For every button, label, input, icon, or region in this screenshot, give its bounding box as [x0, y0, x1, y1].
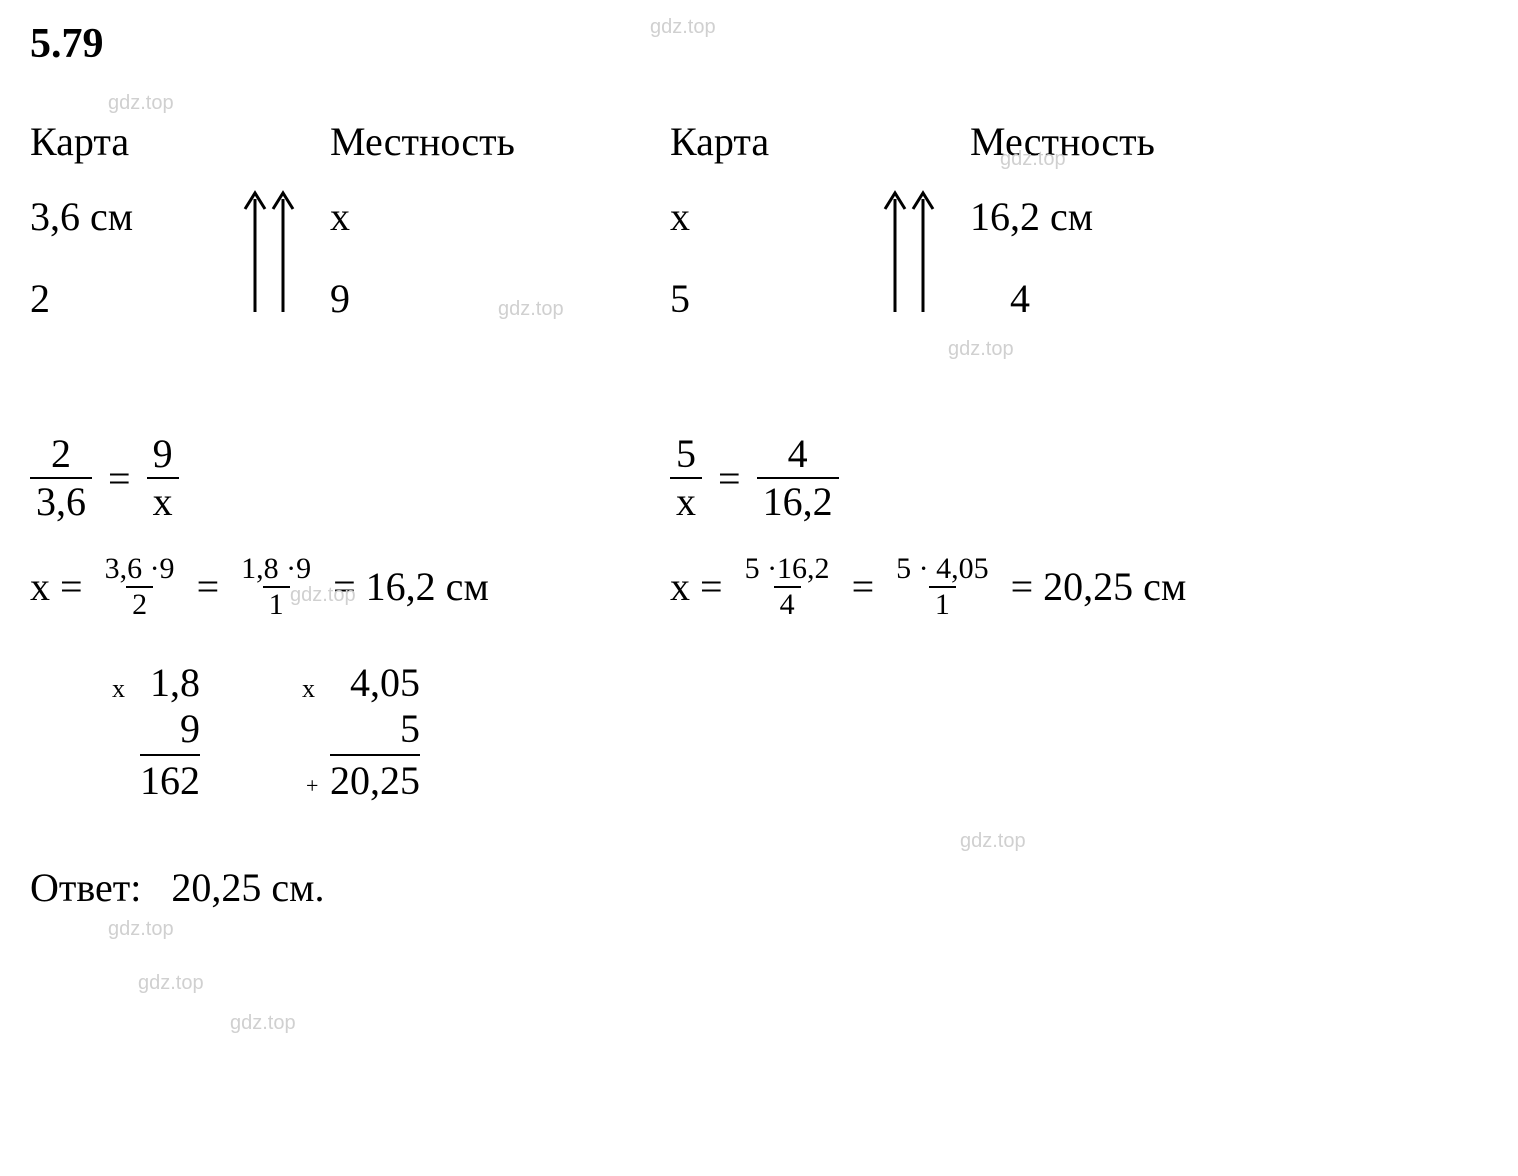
left-r2c2: 9 [330, 275, 550, 322]
fraction: 3,6 ·9 2 [99, 553, 181, 620]
watermark: gdz.top [230, 1012, 296, 1035]
content-columns: Карта Местность 3,6 см x [30, 118, 1488, 620]
right-headers: Карта Местность [670, 118, 1190, 165]
fraction: 5 ·16,2 4 [739, 553, 836, 620]
frac-num: 5 ·16,2 [739, 553, 836, 586]
eq-result: = 16,2 см [333, 563, 489, 610]
up-arrows-icon [875, 187, 945, 317]
times-icon: x [112, 674, 125, 704]
fraction: 2 3,6 [30, 433, 92, 523]
fraction: 5 x [670, 433, 702, 523]
problem-number: 5.79 [30, 20, 1488, 68]
frac-den: 2 [126, 586, 153, 621]
up-arrows-icon [235, 187, 305, 317]
right-header-1: Карта [670, 118, 850, 165]
mult-bar [330, 754, 420, 756]
frac-den: 1 [263, 586, 290, 621]
mult-res: 162 [140, 758, 200, 804]
frac-num: 5 [670, 433, 702, 477]
right-eq1: 5 x = 4 16,2 [670, 433, 1190, 523]
frac-num: 5 · 4,05 [890, 553, 995, 586]
mult-a: 1,8 [150, 660, 200, 706]
left-r1c2: x [330, 193, 550, 240]
watermark: gdz.top [138, 972, 204, 995]
answer-value: 20,25 см. [171, 865, 324, 910]
watermark: gdz.top [108, 918, 174, 941]
times-icon: x [302, 674, 315, 704]
frac-num: 4 [782, 433, 814, 477]
left-eq1: 2 3,6 = 9 x [30, 433, 550, 523]
fraction: 1,8 ·9 1 [235, 553, 317, 620]
fraction: 9 x [147, 433, 179, 523]
fraction: 5 · 4,05 1 [890, 553, 995, 620]
right-header-2: Местность [970, 118, 1190, 165]
fraction: 4 16,2 [757, 433, 839, 523]
right-r1c2: 16,2 см [970, 193, 1190, 240]
right-column: Карта Местность x 16,2 см 5 4 [670, 118, 1190, 620]
mult-res: 20,25 [330, 758, 420, 803]
right-row-1: x 16,2 см [670, 193, 1190, 241]
watermark: gdz.top [108, 92, 174, 115]
watermark: gdz.top [960, 830, 1026, 853]
eq-result: = 20,25 см [1011, 563, 1187, 610]
left-equations: 2 3,6 = 9 x x = 3,6 ·9 2 = 1,8 ·9 [30, 433, 550, 620]
answer-label: Ответ: [30, 865, 141, 910]
left-r2c1: 2 [30, 275, 210, 322]
frac-den: 16,2 [757, 477, 839, 523]
frac-den: 1 [929, 586, 956, 621]
right-r2c2: 4 [970, 275, 1190, 322]
frac-num: 1,8 ·9 [235, 553, 317, 586]
left-header-1: Карта [30, 118, 210, 165]
frac-num: 2 [45, 433, 77, 477]
left-eq2: x = 3,6 ·9 2 = 1,8 ·9 1 = 16,2 см [30, 553, 550, 620]
left-column: Карта Местность 3,6 см x [30, 118, 550, 620]
right-equations: 5 x = 4 16,2 x = 5 ·16,2 4 = 5 · 4,05 [670, 433, 1190, 620]
right-r1c1: x [670, 193, 850, 240]
eq-prefix: x = [30, 563, 83, 610]
plus-icon: + [306, 773, 318, 798]
left-headers: Карта Местность [30, 118, 550, 165]
mult-a: 4,05 [350, 660, 420, 706]
answer-line: Ответ: 20,25 см. [30, 864, 1488, 911]
left-row-1: 3,6 см x [30, 193, 550, 241]
multiplications: x 1,8 9 162 x 4,05 5 + 20,25 [140, 660, 1488, 804]
right-eq2: x = 5 ·16,2 4 = 5 · 4,05 1 = 20,25 см [670, 553, 1190, 620]
mult-bar [140, 754, 200, 756]
left-r1c1: 3,6 см [30, 193, 210, 240]
mult-b: 9 [180, 706, 200, 752]
mult-b: 5 [400, 706, 420, 752]
frac-num: 3,6 ·9 [99, 553, 181, 586]
longmult-1: x 1,8 9 162 [140, 660, 200, 804]
frac-den: 4 [774, 586, 801, 621]
eq-prefix: x = [670, 563, 723, 610]
frac-num: 9 [147, 433, 179, 477]
right-r2c1: 5 [670, 275, 850, 322]
frac-den: x [147, 477, 179, 523]
frac-den: x [670, 477, 702, 523]
longmult-2: x 4,05 5 + 20,25 [330, 660, 420, 804]
left-header-2: Местность [330, 118, 550, 165]
frac-den: 3,6 [30, 477, 92, 523]
